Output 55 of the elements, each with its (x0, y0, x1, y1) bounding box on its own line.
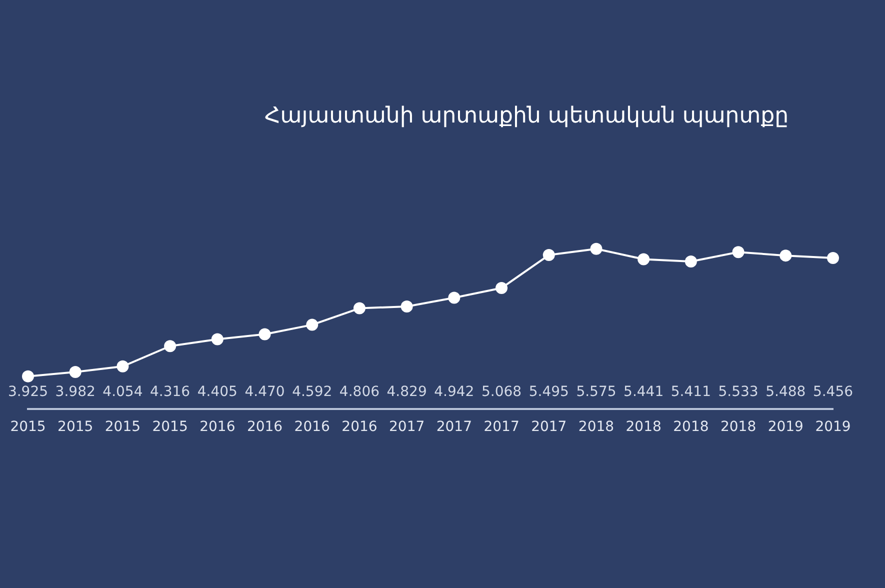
x-tick-label: 2016 (246, 419, 283, 436)
x-tick-label: 2019 (815, 419, 851, 436)
chart-title: Հայաստանի արտաքին պետական պարտքը (264, 104, 789, 129)
point (400, 300, 413, 312)
data-label: 4.316 (150, 384, 190, 400)
data-label: 4.470 (244, 384, 285, 400)
point (780, 250, 792, 262)
x-tick-label: 2016 (200, 419, 236, 436)
x-tick-label: 2018 (626, 419, 662, 436)
point (542, 249, 555, 262)
point (590, 242, 602, 255)
data-label: 4.405 (197, 384, 238, 400)
x-tick-label: 2015 (152, 419, 188, 436)
x-tick-label: 2016 (342, 419, 378, 436)
x-tick-label: 2015 (58, 419, 94, 436)
point (69, 366, 82, 378)
data-label: 4.054 (102, 384, 143, 400)
point (353, 302, 366, 314)
point (211, 333, 224, 346)
data-label: 5.495 (528, 384, 569, 400)
data-label: 3.925 (8, 384, 48, 400)
x-tick-label: 2018 (720, 419, 756, 436)
x-tick-label: 2017 (436, 419, 472, 436)
x-tick-label: 2017 (531, 419, 567, 436)
x-tick-label: 2017 (484, 419, 520, 436)
x-tick-label: 2018 (578, 419, 614, 436)
data-label: 5.068 (481, 384, 522, 400)
data-label: 5.411 (670, 384, 711, 400)
point (164, 340, 176, 352)
point (496, 282, 508, 294)
data-label: 3.982 (55, 384, 96, 400)
point (448, 292, 460, 304)
x-tick-label: 2017 (389, 419, 425, 436)
point (638, 253, 650, 266)
x-tick-label: 2018 (673, 419, 709, 436)
point (732, 246, 744, 258)
x-tick-label: 2019 (768, 419, 804, 436)
point (827, 252, 839, 264)
data-label: 5.456 (812, 384, 854, 400)
data-label: 4.829 (386, 384, 427, 400)
point (306, 318, 318, 331)
x-tick-label: 2015 (104, 419, 141, 436)
data-label: 4.806 (339, 384, 380, 400)
point (258, 328, 271, 340)
point (22, 370, 34, 382)
x-tick-label: 2016 (294, 419, 330, 436)
data-label: 4.942 (434, 384, 474, 400)
data-label: 5.575 (576, 384, 616, 400)
data-label: 4.592 (292, 384, 332, 400)
data-label: 5.533 (718, 384, 758, 400)
point (116, 360, 129, 372)
data-label: 5.441 (624, 384, 664, 400)
point (684, 256, 697, 268)
data-label: 5.488 (766, 384, 806, 400)
x-tick-label: 2015 (10, 419, 46, 436)
